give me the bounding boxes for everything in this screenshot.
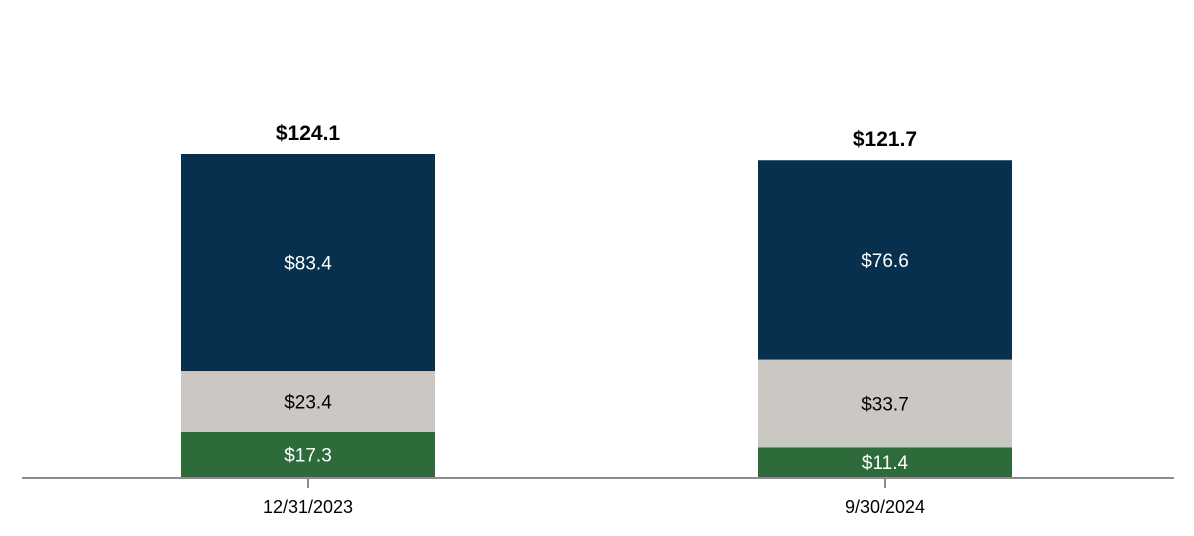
bar-segment-3-1 <box>181 154 435 372</box>
bar-segment-label-2-2: $33.7 <box>861 394 909 415</box>
bar-segment-2-2 <box>758 359 1012 448</box>
bar-segment-2-1 <box>181 371 435 432</box>
bar-segment-label-3-2: $76.6 <box>861 251 909 272</box>
x-tick-label-2: 9/30/2024 <box>845 497 925 517</box>
bar-segment-1-2 <box>758 447 1012 477</box>
x-tick-label-1: 12/31/2023 <box>263 497 353 517</box>
bars-group: $17.3 $23.4 $83.4 $124.1 $11.4 $33.7 $76.6 $121… <box>181 122 1012 477</box>
bar-segment-label-1-2: $11.4 <box>862 453 909 474</box>
bar-segment-label-2-1: $23.4 <box>284 393 332 414</box>
bar-segment-1-1 <box>181 431 435 477</box>
x-axis-ticks: 12/31/2023 9/30/2024 <box>263 478 925 517</box>
bar-total-label-2: $121.7 <box>853 128 917 151</box>
bar-segment-label-1-1: $17.3 <box>284 445 332 466</box>
bar-segment-label-3-1: $83.4 <box>284 254 332 275</box>
bar-segment-3-2 <box>758 160 1012 360</box>
bar-total-label-1: $124.1 <box>276 122 341 145</box>
